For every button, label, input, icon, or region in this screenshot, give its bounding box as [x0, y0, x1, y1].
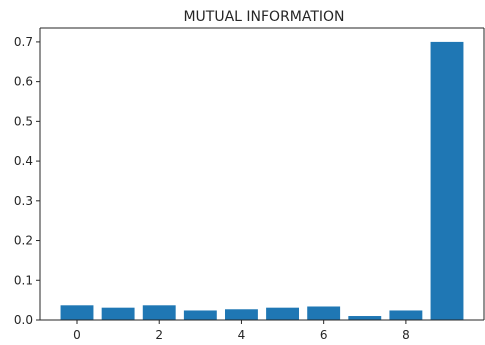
x-tick-label: 6	[320, 328, 328, 342]
bar-2	[142, 305, 176, 320]
x-tick-label: 8	[402, 328, 410, 342]
y-axis-ticks: 0.0 0.1 0.2 0.3 0.4 0.5 0.6 0.7	[14, 35, 40, 327]
y-tick-label: 0.7	[14, 35, 33, 49]
bars-group	[60, 41, 464, 321]
x-axis-ticks: 0 2 4 6 8	[73, 320, 410, 342]
bar-9	[430, 41, 464, 321]
bar-0	[60, 305, 94, 320]
x-tick-label: 2	[155, 328, 163, 342]
plot-area: 0.0 0.1 0.2 0.3 0.4 0.5 0.6 0.7 0 2 4 6 8	[14, 27, 485, 342]
bar-4	[225, 309, 258, 320]
y-tick-label: 0.3	[14, 194, 33, 208]
y-tick-label: 0.4	[14, 154, 33, 168]
x-tick-label: 0	[73, 328, 81, 342]
x-tick-label: 4	[238, 328, 246, 342]
plot-background	[40, 28, 484, 320]
bar-6	[307, 306, 341, 320]
bar-5	[266, 307, 299, 320]
y-tick-label: 0.6	[14, 75, 33, 89]
y-tick-label: 0.0	[14, 313, 33, 327]
bar-7	[348, 316, 382, 320]
y-tick-label: 0.5	[14, 114, 33, 128]
bar-8	[389, 310, 423, 320]
y-tick-label: 0.1	[14, 273, 33, 287]
bar-1	[101, 307, 135, 320]
chart-title: MUTUAL INFORMATION	[183, 9, 344, 25]
bar-3	[183, 310, 217, 320]
y-tick-label: 0.2	[14, 234, 33, 248]
